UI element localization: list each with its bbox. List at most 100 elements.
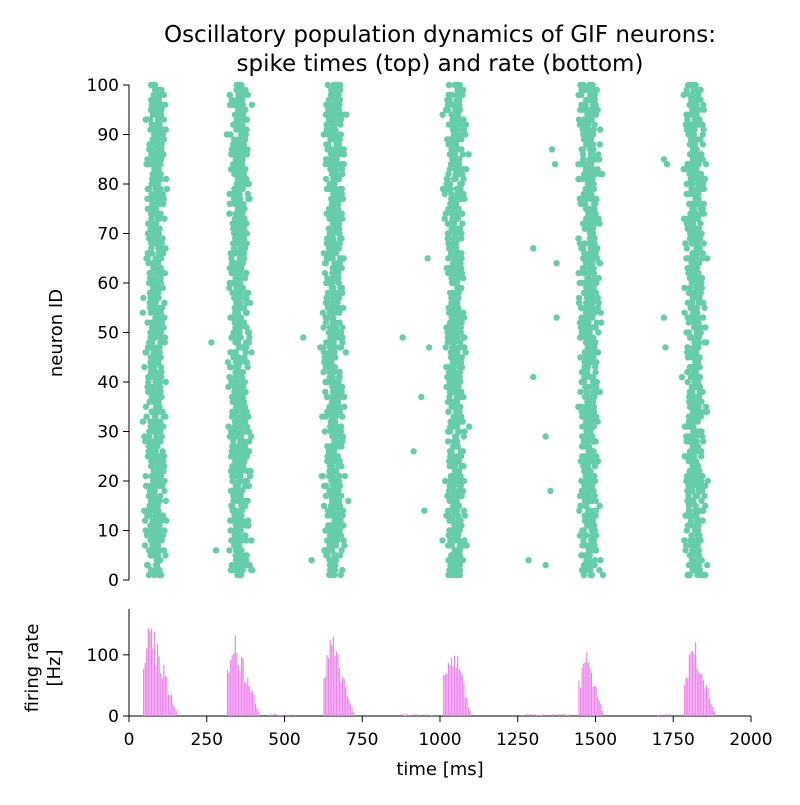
spike-dot xyxy=(144,195,151,202)
spike-dot xyxy=(335,368,343,376)
spike-dot xyxy=(324,81,331,89)
spike-dot xyxy=(321,269,329,277)
spike-dot xyxy=(157,255,164,262)
rate-bar xyxy=(275,713,277,716)
spike-dot xyxy=(236,413,244,420)
spike-dot xyxy=(243,423,251,430)
spike-dot xyxy=(157,200,164,207)
spike-dot xyxy=(342,349,350,356)
spike-dot xyxy=(151,141,159,148)
spike-dot xyxy=(243,453,250,460)
spike-dot xyxy=(681,537,688,544)
spike-dot xyxy=(586,393,593,401)
spike-dot xyxy=(239,522,246,529)
spike-dot xyxy=(238,393,245,401)
rate-bar xyxy=(705,685,708,716)
spike-dot xyxy=(591,561,598,569)
spike-dot xyxy=(157,170,164,178)
spike-dot xyxy=(147,126,154,133)
spike-dot xyxy=(454,502,462,509)
spike-dot xyxy=(321,547,328,554)
spike-dot xyxy=(149,200,156,207)
spike-dot xyxy=(239,487,246,495)
spike-dot xyxy=(233,126,240,133)
spike-dot xyxy=(456,264,463,272)
spike-dot xyxy=(228,561,235,569)
spike-dot xyxy=(151,260,158,267)
spike-dot xyxy=(335,378,342,386)
spike-dot xyxy=(146,279,153,287)
spike-dot xyxy=(338,383,346,391)
spike-dot xyxy=(548,146,556,153)
spike-dot xyxy=(592,363,599,371)
spike-dot xyxy=(236,319,243,326)
spike-dot xyxy=(238,136,245,143)
spike-dot xyxy=(586,561,593,569)
spike-dot xyxy=(152,185,159,193)
spike-dot xyxy=(157,354,164,361)
spike-dot xyxy=(228,334,235,341)
spike-dot xyxy=(237,166,244,173)
spike-dot xyxy=(578,487,585,495)
spike-dot xyxy=(321,428,329,435)
spike-dot xyxy=(323,279,330,287)
spike-dot xyxy=(328,210,335,217)
spike-dot xyxy=(575,161,582,168)
rate-bar xyxy=(684,684,686,716)
spike-dot xyxy=(462,121,470,128)
spike-dot xyxy=(148,453,155,460)
spike-dot xyxy=(583,388,590,396)
spike-dot xyxy=(148,458,155,465)
spike-dot xyxy=(145,547,153,554)
spike-dot xyxy=(232,492,239,500)
spike-dot xyxy=(339,438,346,445)
raster-ylabel: neuron ID xyxy=(46,289,67,377)
spike-dot xyxy=(319,472,326,480)
spike-dot xyxy=(326,349,333,356)
spike-dot xyxy=(153,438,161,445)
spike-dot xyxy=(238,443,246,450)
spike-dot xyxy=(596,502,603,509)
spike-dot xyxy=(153,561,161,569)
spike-dot xyxy=(146,269,153,277)
spike-dot xyxy=(156,225,163,232)
spike-dot xyxy=(323,101,330,109)
spike-dot xyxy=(448,507,455,514)
rate-bar xyxy=(236,653,238,716)
spike-dot xyxy=(152,502,160,509)
spike-dot xyxy=(324,458,331,465)
spike-dot xyxy=(456,527,463,534)
spike-dot xyxy=(462,349,469,356)
spike-dot xyxy=(328,91,335,99)
spike-dot xyxy=(245,180,252,188)
spike-dot xyxy=(448,190,455,198)
spike-dot xyxy=(455,294,462,302)
spike-dot xyxy=(576,279,583,287)
spike-dot xyxy=(300,334,307,341)
spike-dot xyxy=(329,373,336,381)
spike-dot xyxy=(319,309,327,316)
spike-dot xyxy=(240,170,248,178)
spike-dot xyxy=(459,448,467,455)
spike-dot xyxy=(241,438,248,445)
spike-dot xyxy=(457,522,464,529)
spike-dot xyxy=(241,502,248,509)
spike-dot xyxy=(338,166,346,173)
spike-dot xyxy=(703,339,710,346)
spike-dot xyxy=(457,324,464,331)
spike-dot xyxy=(588,542,595,549)
rate-bar xyxy=(696,668,698,716)
spike-dot xyxy=(147,418,154,425)
spike-dot xyxy=(240,319,248,326)
spike-dot xyxy=(334,269,341,277)
spike-dot xyxy=(151,166,158,173)
spike-dot xyxy=(339,507,347,514)
spike-dot xyxy=(336,552,344,559)
spike-dot xyxy=(446,487,453,495)
spike-dot xyxy=(457,269,464,277)
spike-dot xyxy=(335,279,342,287)
spike-dot xyxy=(454,477,461,485)
spike-dot xyxy=(145,185,153,193)
spike-dot xyxy=(456,255,463,262)
